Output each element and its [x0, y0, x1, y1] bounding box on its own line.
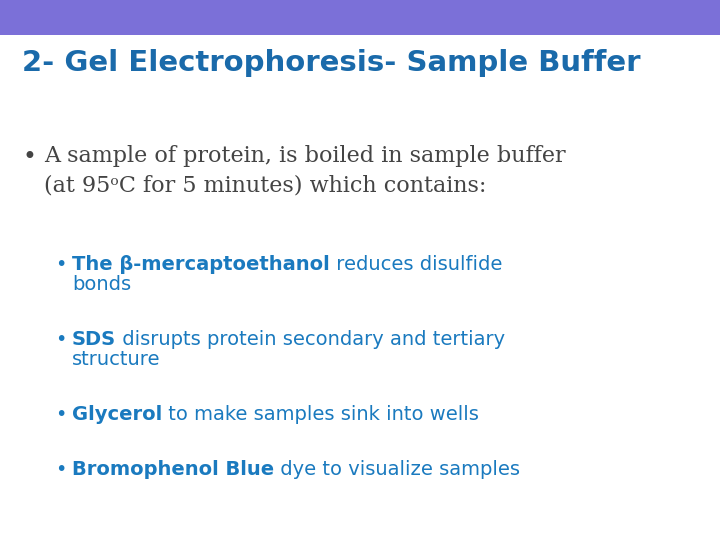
Text: •: •: [55, 405, 66, 424]
Text: Bromophenol Blue: Bromophenol Blue: [72, 460, 274, 479]
Text: structure: structure: [72, 350, 161, 369]
Text: •: •: [55, 255, 66, 274]
Text: SDS: SDS: [72, 330, 116, 349]
Text: •: •: [55, 460, 66, 479]
Text: •: •: [22, 145, 36, 169]
Text: •: •: [55, 330, 66, 349]
Text: disrupts protein secondary and tertiary: disrupts protein secondary and tertiary: [116, 330, 505, 349]
Text: Glycerol: Glycerol: [72, 405, 162, 424]
Bar: [0, 0, 720, 35]
Text: bonds: bonds: [72, 275, 131, 294]
Text: to make samples sink into wells: to make samples sink into wells: [162, 405, 479, 424]
Text: The β-mercaptoethanol: The β-mercaptoethanol: [72, 255, 330, 274]
Text: reduces disulfide: reduces disulfide: [330, 255, 502, 274]
Text: A sample of protein, is boiled in sample buffer
(at 95ᵒC for 5 minutes) which co: A sample of protein, is boiled in sample…: [44, 145, 566, 197]
Text: 2- Gel Electrophoresis- Sample Buffer: 2- Gel Electrophoresis- Sample Buffer: [22, 49, 641, 77]
Text: dye to visualize samples: dye to visualize samples: [274, 460, 520, 479]
